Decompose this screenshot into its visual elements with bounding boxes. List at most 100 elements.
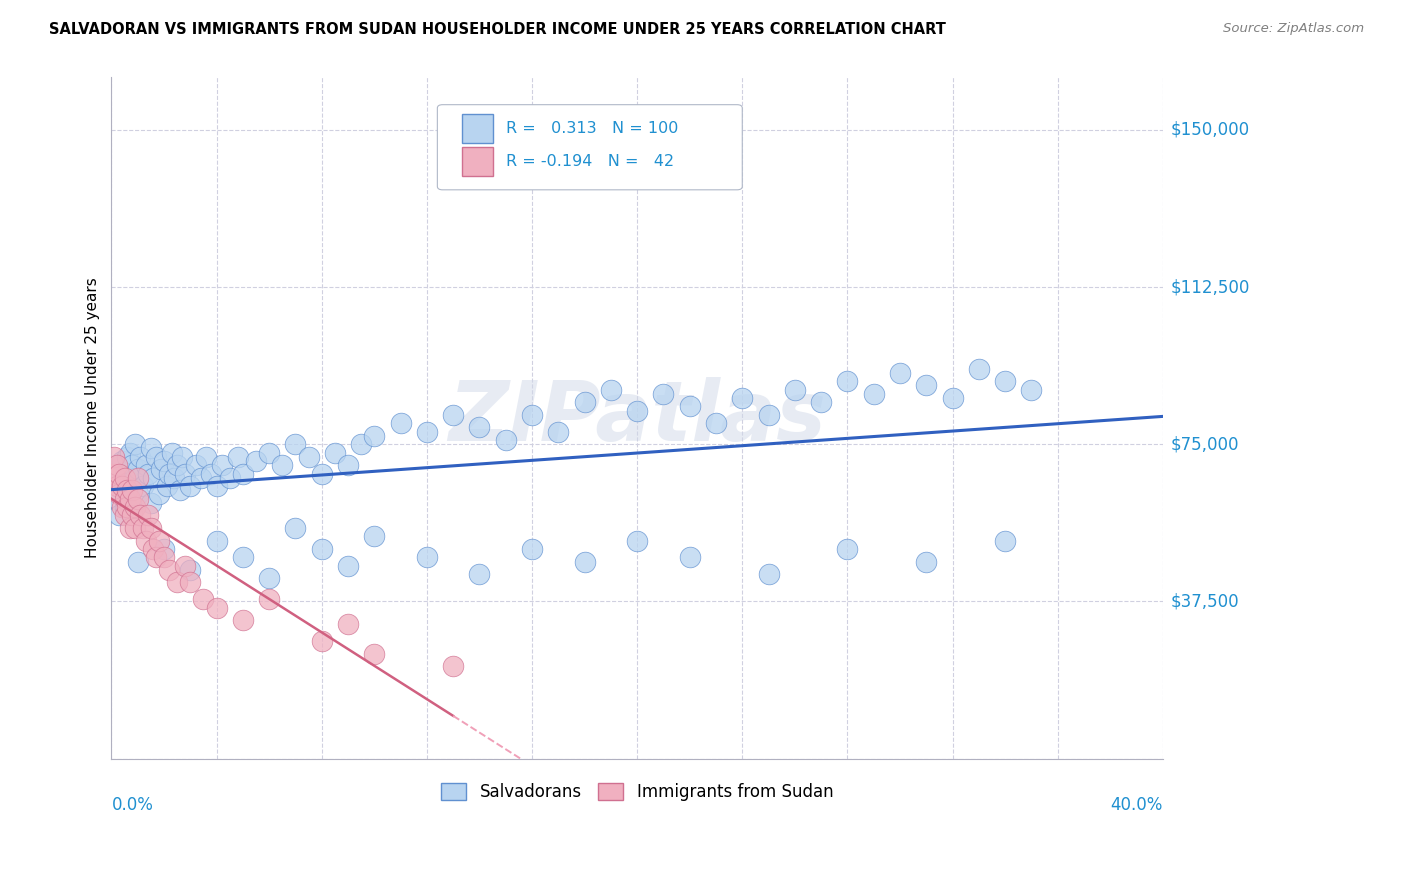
Point xyxy=(114,491,136,506)
Point xyxy=(118,445,141,459)
Point xyxy=(257,592,280,607)
Point xyxy=(284,437,307,451)
Point xyxy=(245,454,267,468)
Point xyxy=(124,471,146,485)
Text: R = -0.194   N =   42: R = -0.194 N = 42 xyxy=(506,153,673,169)
Point xyxy=(139,521,162,535)
Point xyxy=(114,500,136,514)
Point xyxy=(574,395,596,409)
Point xyxy=(115,483,138,498)
Point xyxy=(758,567,780,582)
Point xyxy=(599,383,621,397)
Point xyxy=(111,500,134,514)
Point xyxy=(311,634,333,648)
Point xyxy=(211,458,233,472)
Point xyxy=(127,462,149,476)
Point xyxy=(142,471,165,485)
Point xyxy=(148,533,170,548)
Point xyxy=(862,387,884,401)
Point xyxy=(105,458,128,472)
Point xyxy=(108,508,131,523)
Point xyxy=(297,450,319,464)
Point xyxy=(174,558,197,573)
Point xyxy=(111,454,134,468)
Point xyxy=(441,408,464,422)
Point xyxy=(142,541,165,556)
Y-axis label: Householder Income Under 25 years: Householder Income Under 25 years xyxy=(86,277,100,558)
Point xyxy=(389,416,412,430)
Point xyxy=(190,471,212,485)
Point xyxy=(172,450,194,464)
Point xyxy=(416,425,439,439)
Point xyxy=(915,378,938,392)
Point xyxy=(520,408,543,422)
Point xyxy=(160,445,183,459)
Text: ZIPatlas: ZIPatlas xyxy=(449,377,827,458)
Point xyxy=(495,433,517,447)
Point xyxy=(135,533,157,548)
Point xyxy=(132,521,155,535)
Point xyxy=(837,541,859,556)
Point xyxy=(337,617,360,632)
Point xyxy=(837,374,859,388)
Point xyxy=(115,450,138,464)
Point xyxy=(153,550,176,565)
Point xyxy=(169,483,191,498)
Point xyxy=(150,462,173,476)
Point xyxy=(115,483,138,498)
Point xyxy=(232,550,254,565)
Point xyxy=(232,467,254,481)
Point xyxy=(111,479,134,493)
Point xyxy=(139,496,162,510)
Point xyxy=(115,500,138,514)
Point xyxy=(337,558,360,573)
Point xyxy=(200,467,222,481)
Point xyxy=(124,521,146,535)
Point xyxy=(124,500,146,514)
Point xyxy=(179,479,201,493)
Point xyxy=(114,467,136,481)
Text: R =   0.313   N = 100: R = 0.313 N = 100 xyxy=(506,121,678,136)
Point xyxy=(205,533,228,548)
Point xyxy=(783,383,806,397)
Point xyxy=(363,647,385,661)
Point xyxy=(166,458,188,472)
Point xyxy=(108,467,131,481)
Text: 40.0%: 40.0% xyxy=(1111,797,1163,814)
Point xyxy=(468,567,491,582)
Point xyxy=(626,533,648,548)
Point xyxy=(148,487,170,501)
Point xyxy=(145,450,167,464)
Text: Source: ZipAtlas.com: Source: ZipAtlas.com xyxy=(1223,22,1364,36)
Point xyxy=(103,450,125,464)
Point xyxy=(363,529,385,543)
Point xyxy=(350,437,373,451)
Point xyxy=(679,400,702,414)
Point xyxy=(105,479,128,493)
Point xyxy=(441,659,464,673)
Point xyxy=(226,450,249,464)
FancyBboxPatch shape xyxy=(461,147,494,176)
Point xyxy=(218,471,240,485)
Point xyxy=(205,600,228,615)
Point xyxy=(889,366,911,380)
Point xyxy=(132,479,155,493)
Text: SALVADORAN VS IMMIGRANTS FROM SUDAN HOUSEHOLDER INCOME UNDER 25 YEARS CORRELATIO: SALVADORAN VS IMMIGRANTS FROM SUDAN HOUS… xyxy=(49,22,946,37)
Point xyxy=(114,508,136,523)
Point xyxy=(284,521,307,535)
Point xyxy=(156,479,179,493)
Point xyxy=(166,575,188,590)
Point xyxy=(108,487,131,501)
Point xyxy=(179,563,201,577)
Point xyxy=(153,541,176,556)
Point xyxy=(416,550,439,565)
Point xyxy=(994,533,1017,548)
Text: $112,500: $112,500 xyxy=(1171,278,1250,296)
Point xyxy=(257,571,280,585)
Point xyxy=(129,508,152,523)
Text: $150,000: $150,000 xyxy=(1171,120,1250,139)
Point xyxy=(311,467,333,481)
Point xyxy=(145,550,167,565)
Point xyxy=(127,487,149,501)
Point xyxy=(195,450,218,464)
